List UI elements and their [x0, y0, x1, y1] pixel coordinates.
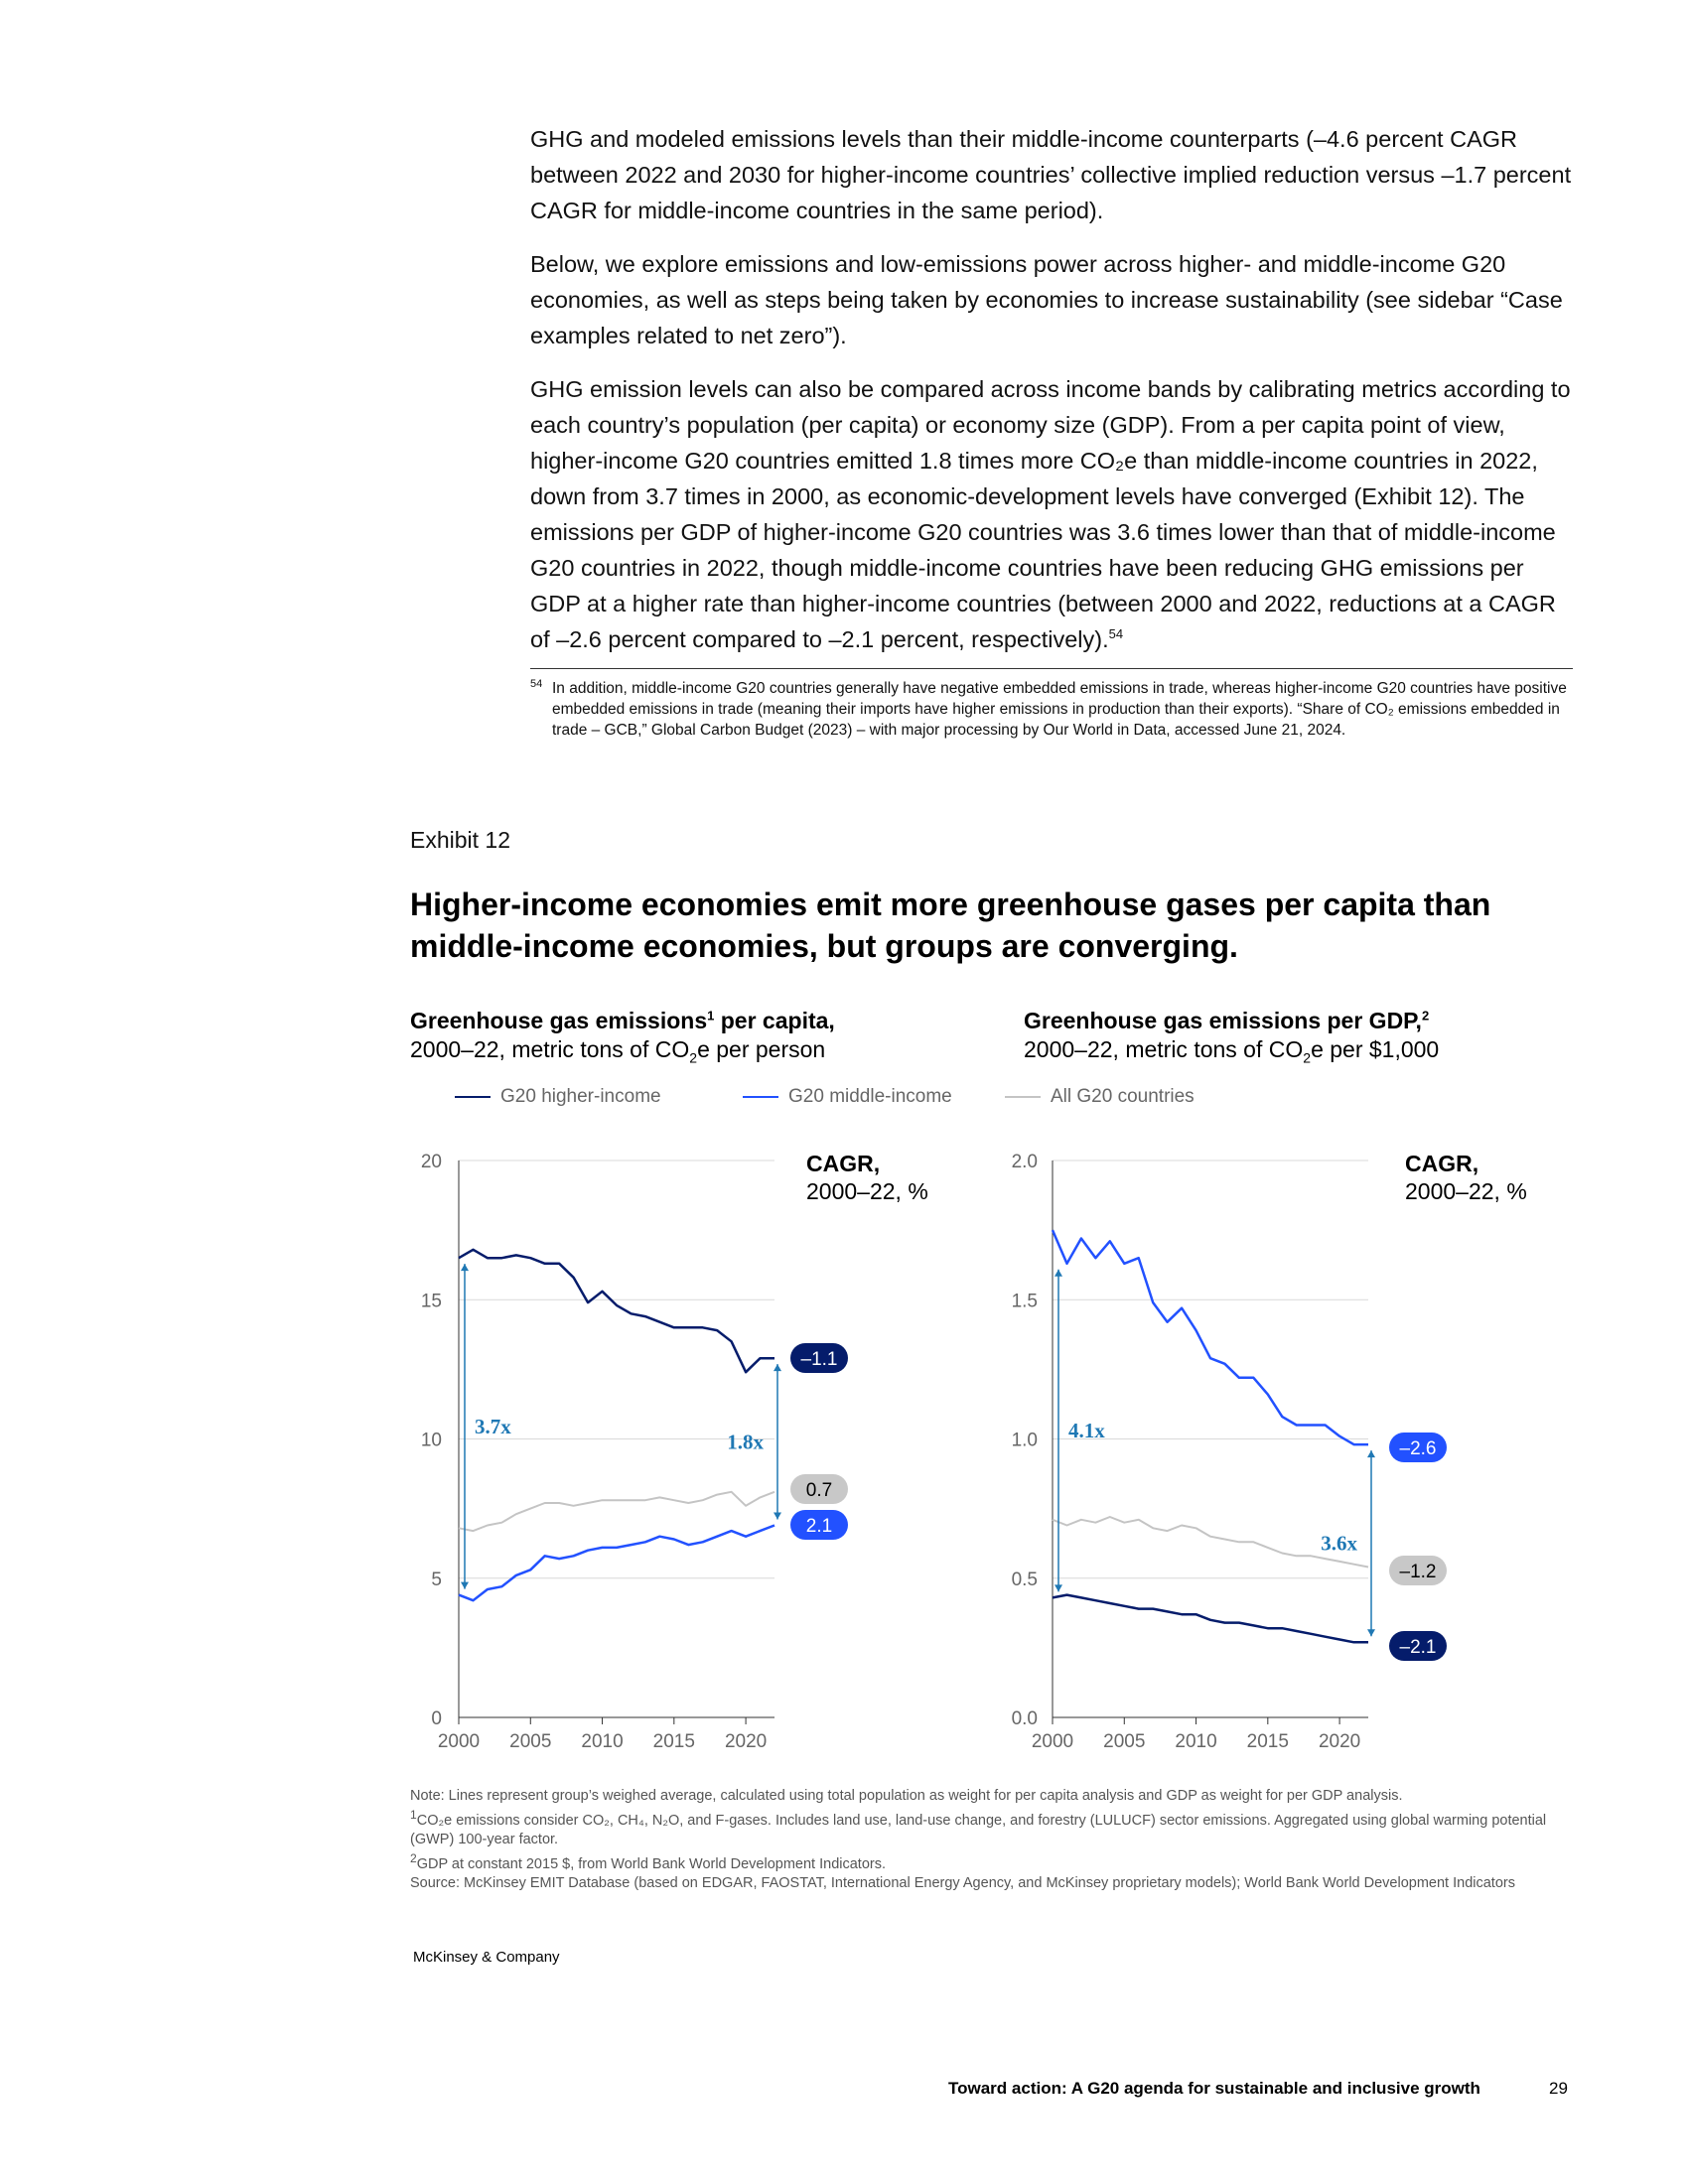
ratio-arrowhead-top [774, 1364, 781, 1372]
cagr-badge-label: –1.1 [801, 1349, 838, 1370]
exhibit-title: Higher-income economies emit more greenh… [410, 887, 1491, 964]
cagr-subtitle: 2000–22, % [1405, 1178, 1527, 1204]
series-line-g20-higher-income [458, 1248, 774, 1374]
cagr-badge-label: –2.6 [1400, 1438, 1437, 1459]
ratio-label: 1.8x [727, 1430, 764, 1453]
ratio-arrowhead-bottom [1367, 1629, 1375, 1637]
cagr-badge-label: –1.2 [1400, 1562, 1437, 1582]
series-line-all-g20-countries [458, 1490, 775, 1533]
ratio-arrowhead-top [1055, 1269, 1062, 1277]
y-tick-label: 10 [421, 1431, 442, 1451]
chart-1-title-bold: Greenhouse gas emissions1 per capita, [410, 1008, 835, 1033]
ratio-arrowhead-bottom [1055, 1584, 1062, 1592]
cagr-badge-label: –2.1 [1400, 1637, 1437, 1658]
cagr-title: CAGR, [806, 1151, 880, 1176]
footnote-number: 54 [530, 678, 543, 690]
ratio-label: 3.6x [1321, 1532, 1357, 1556]
legend-label: G20 middle-income [788, 1086, 952, 1107]
ratio-arrowhead-bottom [461, 1581, 469, 1589]
legend-item-middle-income: G20 middle-income [743, 1086, 952, 1108]
footnote-text: In addition, middle-income G20 countries… [552, 680, 1567, 739]
series-line-g20-higher-income [1052, 1593, 1368, 1644]
y-tick-label: 0 [431, 1708, 442, 1729]
x-tick-label: 2000 [438, 1731, 480, 1752]
y-tick-label: 0.0 [1012, 1708, 1038, 1729]
chart-1-subtitle: 2000–22, metric tons of CO2e per person [410, 1036, 826, 1066]
y-tick-label: 5 [431, 1570, 442, 1590]
ratio-arrowhead-top [461, 1264, 469, 1272]
note-source: Source: McKinsey EMIT Database (based on… [410, 1874, 1515, 1891]
footnote-divider [530, 668, 1573, 669]
legend-label: All G20 countries [1051, 1086, 1195, 1107]
page-number: 29 [1549, 2079, 1568, 2098]
series-line-g20-middle-income [1051, 1229, 1368, 1446]
cagr-badge [790, 1474, 848, 1504]
legend-item-higher-income: G20 higher-income [455, 1086, 661, 1108]
legend-label: G20 higher-income [500, 1086, 661, 1107]
ratio-label: 4.1x [1068, 1419, 1105, 1442]
body-text: GHG and modeled emissions levels than th… [530, 121, 1573, 675]
body-paragraph-2: Below, we explore emissions and low-emis… [530, 251, 1563, 348]
footnote: 54 In addition, middle-income G20 countr… [530, 678, 1573, 741]
series-line-g20-middle-income [458, 1524, 775, 1602]
exhibit-charts: 0 5 10 15 20 2000 2005 2010 2015 2020 3.7x 1.8x CAGR… [421, 1151, 1527, 1752]
cagr-title: CAGR, [1405, 1151, 1478, 1176]
legend-swatch-higher-income [455, 1096, 491, 1098]
cagr-badge [1389, 1433, 1447, 1462]
series-line-all-g20-countries [1052, 1516, 1369, 1569]
ratio-arrowhead-bottom [774, 1512, 781, 1520]
chart-notes: Note: Lines represent group’s weighed av… [410, 1787, 1552, 1893]
x-tick-label: 2020 [1319, 1731, 1360, 1752]
body-paragraph-3: GHG emission levels can also be compared… [530, 371, 1573, 657]
x-tick-label: 2010 [581, 1731, 623, 1752]
legend-item-all-g20: All G20 countries [1005, 1086, 1195, 1108]
legend-swatch-all-g20 [1005, 1096, 1041, 1098]
x-tick-label: 2000 [1032, 1731, 1073, 1752]
ratio-label: 3.7x [475, 1415, 511, 1438]
chart-1-title: Greenhouse gas emissions1 per capita, 20… [410, 1007, 835, 1066]
footnote-ref[interactable]: 54 [1108, 626, 1124, 642]
note-1: 1CO₂e emissions consider CO₂, CH₄, N₂O, … [410, 1808, 1547, 1847]
ratio-arrowhead-top [1367, 1450, 1375, 1458]
note-2: 2GDP at constant 2015 $, from World Bank… [410, 1850, 887, 1872]
x-tick-label: 2005 [1103, 1731, 1145, 1752]
y-tick-label: 0.5 [1012, 1570, 1038, 1590]
y-tick-label: 15 [421, 1291, 442, 1311]
chart-2-title: Greenhouse gas emissions per GDP,2 2000–… [1024, 1007, 1440, 1066]
body-paragraph-3-text: GHG emission levels can also be compared… [530, 376, 1571, 652]
y-tick-label: 2.0 [1012, 1152, 1038, 1172]
x-tick-label: 2015 [653, 1731, 695, 1752]
y-tick-label: 1.5 [1012, 1291, 1038, 1311]
cagr-badge-label: 2.1 [806, 1516, 832, 1537]
brand-name: McKinsey & Company [413, 1949, 560, 1966]
footer-title: Toward action: A G20 agenda for sustaina… [948, 2079, 1480, 2098]
cagr-subtitle: 2000–22, % [806, 1178, 928, 1204]
x-tick-label: 2020 [725, 1731, 767, 1752]
x-tick-label: 2015 [1247, 1731, 1289, 1752]
cagr-badge [790, 1510, 848, 1540]
y-tick-label: 20 [421, 1152, 442, 1172]
x-tick-label: 2005 [509, 1731, 551, 1752]
cagr-badge [790, 1343, 848, 1373]
y-tick-label: 1.0 [1012, 1431, 1038, 1451]
chart-2-title-bold: Greenhouse gas emissions per GDP,2 [1024, 1008, 1430, 1033]
legend-swatch-middle-income [743, 1096, 778, 1098]
cagr-badge-label: 0.7 [806, 1480, 832, 1501]
x-tick-label: 2010 [1175, 1731, 1216, 1752]
exhibit-label: Exhibit 12 [410, 827, 511, 853]
body-paragraph-1: GHG and modeled emissions levels than th… [530, 126, 1572, 223]
chart-2-subtitle: 2000–22, metric tons of CO2e per $1,000 [1024, 1036, 1440, 1066]
note-general: Note: Lines represent group’s weighed av… [410, 1788, 1403, 1804]
cagr-badge [1389, 1631, 1447, 1661]
cagr-badge [1389, 1556, 1447, 1585]
